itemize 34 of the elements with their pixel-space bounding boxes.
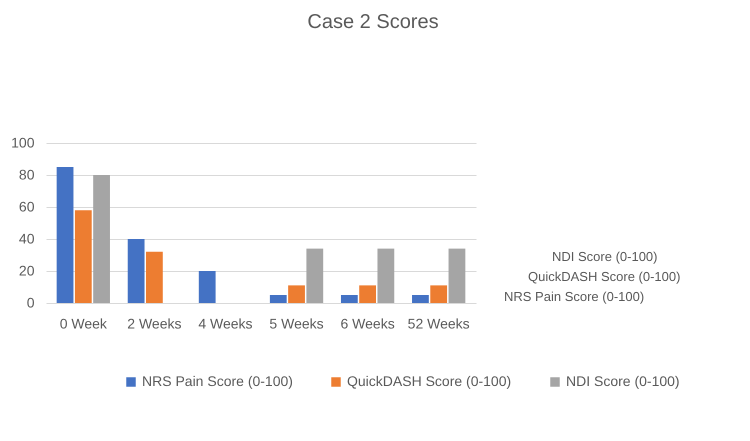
bar (128, 239, 145, 303)
bar (198, 271, 216, 303)
legend-label: QuickDASH Score (0-100) (347, 373, 512, 389)
text: NRS Pain Score (0-100) (504, 289, 644, 304)
bar (359, 285, 376, 303)
bar (430, 285, 448, 303)
bar (412, 295, 429, 303)
x-tick-label: 6 Weeks (340, 316, 395, 332)
y-tick-label: 40 (18, 230, 35, 246)
chart-title: Case 2 Scores (307, 11, 439, 33)
bar (93, 175, 110, 303)
bar (288, 285, 305, 303)
bar (448, 248, 466, 303)
text: NDI Score (0-100) (552, 249, 658, 264)
legend-label: NDI Score (0-100) (566, 373, 680, 389)
x-tick-label: 0 Week (60, 316, 108, 332)
bar (74, 210, 92, 303)
y-tick-label: 60 (18, 198, 35, 214)
bar (340, 295, 358, 303)
bar (306, 248, 324, 303)
x-tick-label: 52 Weeks (408, 316, 470, 332)
bar (270, 295, 287, 303)
text: QuickDASH Score (0-100) (528, 269, 680, 284)
y-tick-label: 80 (18, 166, 35, 182)
bar (146, 252, 163, 303)
x-tick-label: 5 Weeks (269, 316, 324, 332)
y-tick-label: 20 (18, 262, 35, 278)
y-tick-label: 0 (26, 294, 35, 310)
y-tick-label: 100 (11, 134, 35, 150)
bar (56, 167, 74, 303)
legend-label: NRS Pain Score (0-100) (142, 373, 293, 389)
x-tick-label: 4 Weeks (198, 316, 253, 332)
x-tick-label: 2 Weeks (127, 316, 182, 332)
bar (377, 248, 394, 303)
